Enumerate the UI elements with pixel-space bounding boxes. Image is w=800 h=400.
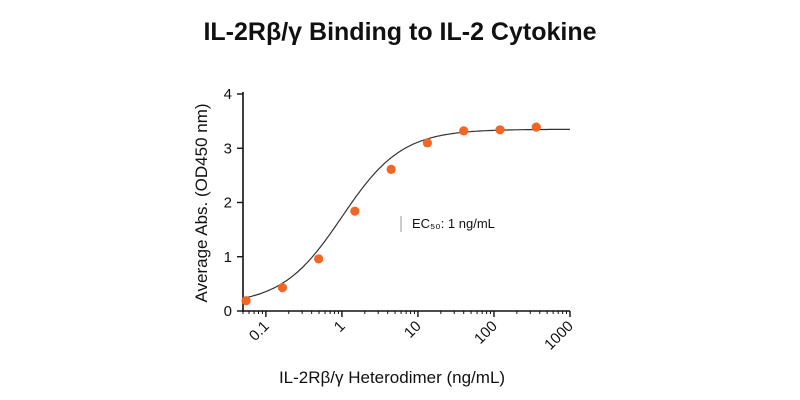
ec50-annotation: EC₅₀: 1 ng/mL [400,216,495,232]
x-tick-label: 10 [401,318,425,342]
fit-curve [242,128,570,299]
data-point [495,125,505,135]
y-axis-title: Average Abs. (OD450 nm) [192,103,211,302]
data-points [241,122,541,306]
x-tick-label: 100 [471,318,501,348]
data-point [531,122,541,132]
ec50-label: EC₅₀: 1 ng/mL [412,216,495,231]
data-point [241,296,251,306]
y-tick-label: 2 [224,195,232,212]
data-point [277,283,288,293]
data-point [314,254,324,264]
x-tick-label: 0.1 [246,318,273,345]
y-tick-label: 4 [224,86,232,103]
y-tick-label: 1 [224,249,232,266]
x-tick-label: 1 [331,318,349,336]
chart-title: IL-2Rβ/γ Binding to IL-2 Cytokine [203,18,597,46]
y-tick-label: 3 [224,140,232,157]
data-point [422,138,432,148]
x-axis-title: IL-2Rβ/γ Heterodimer (ng/mL) [279,368,505,387]
data-point [459,126,469,136]
axes: 0 1 2 3 4 0.1 1 10 100 1000 [224,86,577,353]
y-tick-label: 0 [224,303,232,320]
data-point [350,206,360,216]
data-point [386,164,396,175]
x-tick-label: 1000 [541,318,577,354]
